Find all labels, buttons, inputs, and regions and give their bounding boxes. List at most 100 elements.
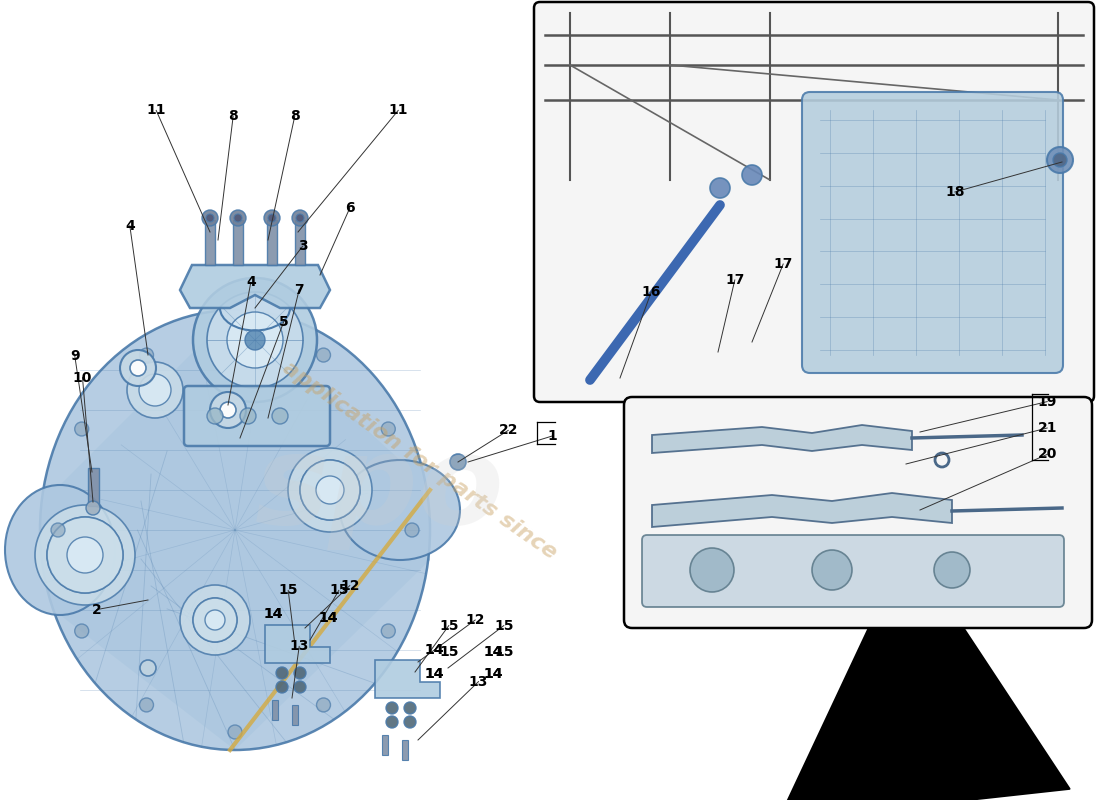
- Circle shape: [86, 501, 100, 515]
- Circle shape: [120, 350, 156, 386]
- Text: 13: 13: [469, 674, 488, 689]
- Circle shape: [47, 517, 123, 593]
- Circle shape: [240, 408, 256, 424]
- Text: 12: 12: [340, 578, 360, 593]
- FancyBboxPatch shape: [534, 2, 1094, 402]
- Polygon shape: [375, 660, 440, 698]
- FancyBboxPatch shape: [642, 535, 1064, 607]
- Circle shape: [220, 402, 236, 418]
- Text: 6: 6: [345, 201, 354, 215]
- Bar: [233, 220, 243, 265]
- Text: 5: 5: [279, 314, 288, 329]
- Text: 11: 11: [388, 103, 408, 118]
- Circle shape: [130, 360, 146, 376]
- Circle shape: [276, 667, 288, 679]
- Text: application for parts since: application for parts since: [279, 358, 561, 562]
- Circle shape: [934, 552, 970, 588]
- Circle shape: [382, 422, 395, 436]
- Circle shape: [272, 408, 288, 424]
- Circle shape: [192, 278, 317, 402]
- Text: 14: 14: [425, 666, 444, 681]
- Text: 7: 7: [295, 282, 304, 297]
- Bar: [88, 468, 99, 506]
- Text: 2: 2: [92, 602, 101, 617]
- Text: 20: 20: [1037, 447, 1057, 462]
- Circle shape: [75, 624, 89, 638]
- Polygon shape: [60, 310, 430, 750]
- Circle shape: [140, 348, 154, 362]
- Ellipse shape: [6, 485, 115, 615]
- Text: 15: 15: [439, 618, 459, 633]
- Text: 10: 10: [73, 370, 92, 385]
- Text: 14: 14: [318, 610, 338, 625]
- Text: 11: 11: [146, 103, 166, 118]
- Text: 15: 15: [278, 583, 298, 598]
- Bar: [292, 705, 298, 725]
- Polygon shape: [652, 425, 912, 453]
- Circle shape: [292, 210, 308, 226]
- Circle shape: [245, 330, 265, 350]
- Ellipse shape: [40, 310, 430, 750]
- FancyBboxPatch shape: [184, 386, 330, 446]
- Circle shape: [207, 408, 223, 424]
- Circle shape: [210, 392, 246, 428]
- Text: 4: 4: [125, 218, 134, 233]
- Circle shape: [192, 598, 236, 642]
- Text: 14: 14: [483, 645, 503, 659]
- Text: 14: 14: [483, 666, 503, 681]
- Circle shape: [316, 476, 344, 504]
- Circle shape: [405, 523, 419, 537]
- Text: 16: 16: [641, 285, 661, 299]
- Circle shape: [294, 681, 306, 693]
- Polygon shape: [180, 265, 330, 308]
- Circle shape: [300, 460, 360, 520]
- Circle shape: [227, 312, 283, 368]
- Text: 13: 13: [289, 639, 309, 654]
- Bar: [295, 220, 305, 265]
- Circle shape: [205, 610, 225, 630]
- Circle shape: [317, 698, 330, 712]
- Text: 18: 18: [945, 185, 965, 199]
- Circle shape: [1047, 147, 1072, 173]
- Circle shape: [140, 660, 156, 676]
- Text: 3: 3: [298, 239, 307, 254]
- Circle shape: [47, 517, 123, 593]
- FancyBboxPatch shape: [624, 397, 1092, 628]
- Polygon shape: [265, 625, 330, 663]
- Circle shape: [35, 505, 135, 605]
- Bar: [402, 740, 408, 760]
- Text: 14: 14: [263, 607, 283, 622]
- Circle shape: [288, 448, 372, 532]
- Bar: [205, 220, 214, 265]
- Text: 17: 17: [725, 273, 745, 287]
- Circle shape: [207, 292, 302, 388]
- Text: 1: 1: [548, 429, 557, 443]
- Text: 15: 15: [329, 583, 349, 598]
- Circle shape: [67, 537, 103, 573]
- Circle shape: [690, 548, 734, 592]
- Circle shape: [1053, 153, 1067, 167]
- Circle shape: [450, 454, 466, 470]
- Text: 14: 14: [318, 610, 338, 625]
- Text: 17: 17: [773, 257, 793, 271]
- Text: 21: 21: [1037, 421, 1057, 435]
- Text: 15: 15: [494, 618, 514, 633]
- Circle shape: [294, 667, 306, 679]
- Circle shape: [404, 716, 416, 728]
- Circle shape: [386, 716, 398, 728]
- Ellipse shape: [340, 460, 460, 560]
- Circle shape: [228, 725, 242, 739]
- Text: 15: 15: [439, 645, 459, 659]
- Circle shape: [51, 523, 65, 537]
- Polygon shape: [652, 493, 952, 527]
- Text: 12: 12: [465, 613, 485, 627]
- Circle shape: [300, 460, 360, 520]
- Circle shape: [404, 702, 416, 714]
- Text: 14: 14: [425, 642, 444, 657]
- Bar: [267, 220, 277, 265]
- Text: 8: 8: [290, 109, 299, 123]
- Circle shape: [202, 210, 218, 226]
- Circle shape: [742, 165, 762, 185]
- Circle shape: [268, 214, 276, 222]
- Text: 22: 22: [498, 423, 518, 438]
